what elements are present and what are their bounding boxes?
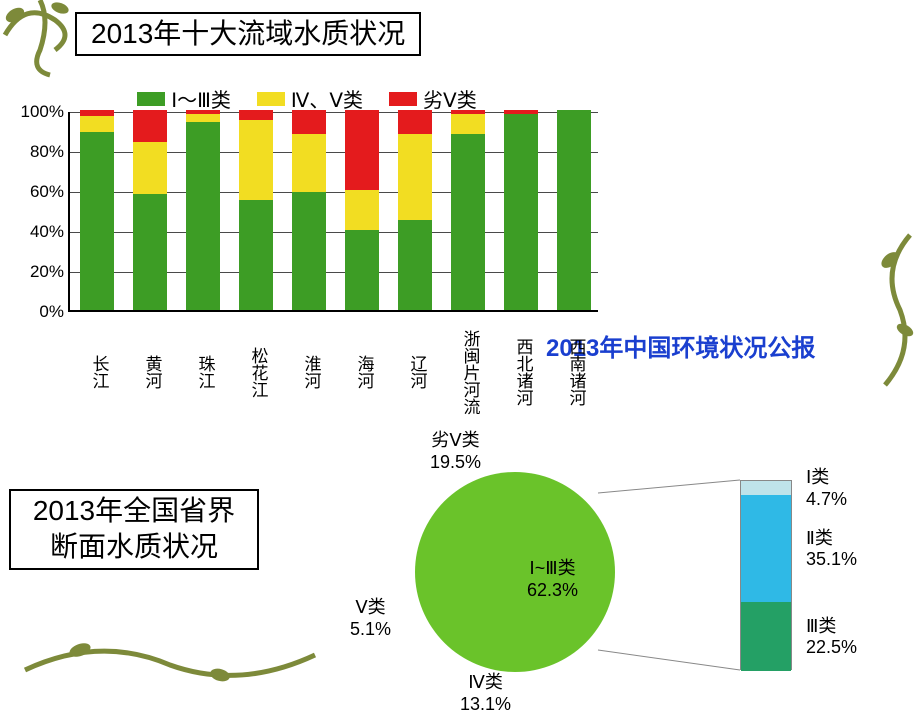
x-axis-label: 浙闽片河流 [457,310,479,430]
bar-segment [504,110,538,114]
bar-segment [80,116,114,132]
bar-segment [186,110,220,114]
bar-segment [133,110,167,142]
bar-segment [239,200,273,310]
bar-segment [239,110,273,120]
pie-slice-label: Ⅴ类5.1% [350,597,391,640]
bar-segment [239,120,273,200]
legend-swatch [389,92,417,106]
pie-chart: Ⅰ~Ⅲ类62.3%Ⅳ类13.1%Ⅴ类5.1%劣Ⅴ类19.5%Ⅰ类4.7%Ⅱ类35… [320,430,910,690]
legend-label: 劣Ⅴ类 [423,84,477,113]
x-axis-label: 松花江 [245,310,267,430]
legend-swatch [137,92,165,106]
bar-chart-title: 2013年十大流域水质状况 [75,12,421,56]
y-axis-label: 40% [30,222,70,242]
x-axis-label: 淮河 [298,310,320,430]
bar-plot-area: 0%20%40%60%80%100%长江黄河珠江松花江淮河海河辽河浙闽片河流西北… [68,112,598,312]
pie-chart-title: 2013年全国省界断面水质状况 [9,489,259,570]
bar-segment [186,122,220,310]
breakout-label: Ⅱ类35.1% [806,528,857,571]
bar-segment [345,190,379,230]
decor-vine-right [860,230,920,390]
legend-item: Ⅰ～Ⅲ类 [137,84,231,113]
x-axis-label: 黄河 [139,310,161,430]
legend-item: 劣Ⅴ类 [389,84,477,113]
bar-segment [504,114,538,310]
bar-segment [451,110,485,114]
legend-item: Ⅳ、Ⅴ类 [257,84,363,113]
breakout-label: Ⅲ类22.5% [806,616,857,659]
x-axis-label: 西北诸河 [510,310,532,430]
bar-column [186,110,220,310]
breakout-label: Ⅰ类4.7% [806,467,847,510]
bar-column [292,110,326,310]
x-axis-label: 西南诸河 [563,310,585,430]
bar-segment [451,114,485,134]
y-axis-label: 60% [30,182,70,202]
bar-segment [133,194,167,310]
legend-label: Ⅳ、Ⅴ类 [291,84,363,113]
pie-slice-label: Ⅳ类13.1% [460,672,511,715]
bar-column [451,110,485,310]
bar-legend: Ⅰ～Ⅲ类 Ⅳ、Ⅴ类 劣Ⅴ类 [6,84,608,113]
x-axis-label: 辽河 [404,310,426,430]
y-axis-label: 100% [21,102,70,122]
bar-segment [292,134,326,192]
bar-segment [557,110,591,310]
bar-column [239,110,273,310]
bar-segment [80,110,114,116]
bar-segment [133,142,167,194]
legend-label: Ⅰ～Ⅲ类 [171,84,231,113]
decor-vine-bottom [20,630,320,690]
x-axis-label: 珠江 [192,310,214,430]
bar-column [80,110,114,310]
bar-column [133,110,167,310]
bar-segment [292,110,326,134]
pie-slice-label: Ⅰ~Ⅲ类62.3% [527,558,578,601]
bar-column [504,110,538,310]
y-axis-label: 20% [30,262,70,282]
bar-segment [398,134,432,220]
bar-segment [345,230,379,310]
bar-column [557,110,591,310]
x-axis-label: 海河 [351,310,373,430]
y-axis-label: 80% [30,142,70,162]
bar-segment [80,132,114,310]
pie-slice-label: 劣Ⅴ类19.5% [430,430,481,473]
bar-segment [398,220,432,310]
legend-swatch [257,92,285,106]
x-axis-label: 长江 [86,310,108,430]
y-axis-label: 0% [39,302,70,322]
bar-segment [398,110,432,134]
bar-segment [451,134,485,310]
bar-segment [186,114,220,122]
bar-column [398,110,432,310]
bar-segment [345,110,379,190]
bar-column [345,110,379,310]
bar-segment [292,192,326,310]
stacked-bar-chart: Ⅰ～Ⅲ类 Ⅳ、Ⅴ类 劣Ⅴ类 0%20%40%60%80%100%长江黄河珠江松花江淮… [6,60,608,404]
